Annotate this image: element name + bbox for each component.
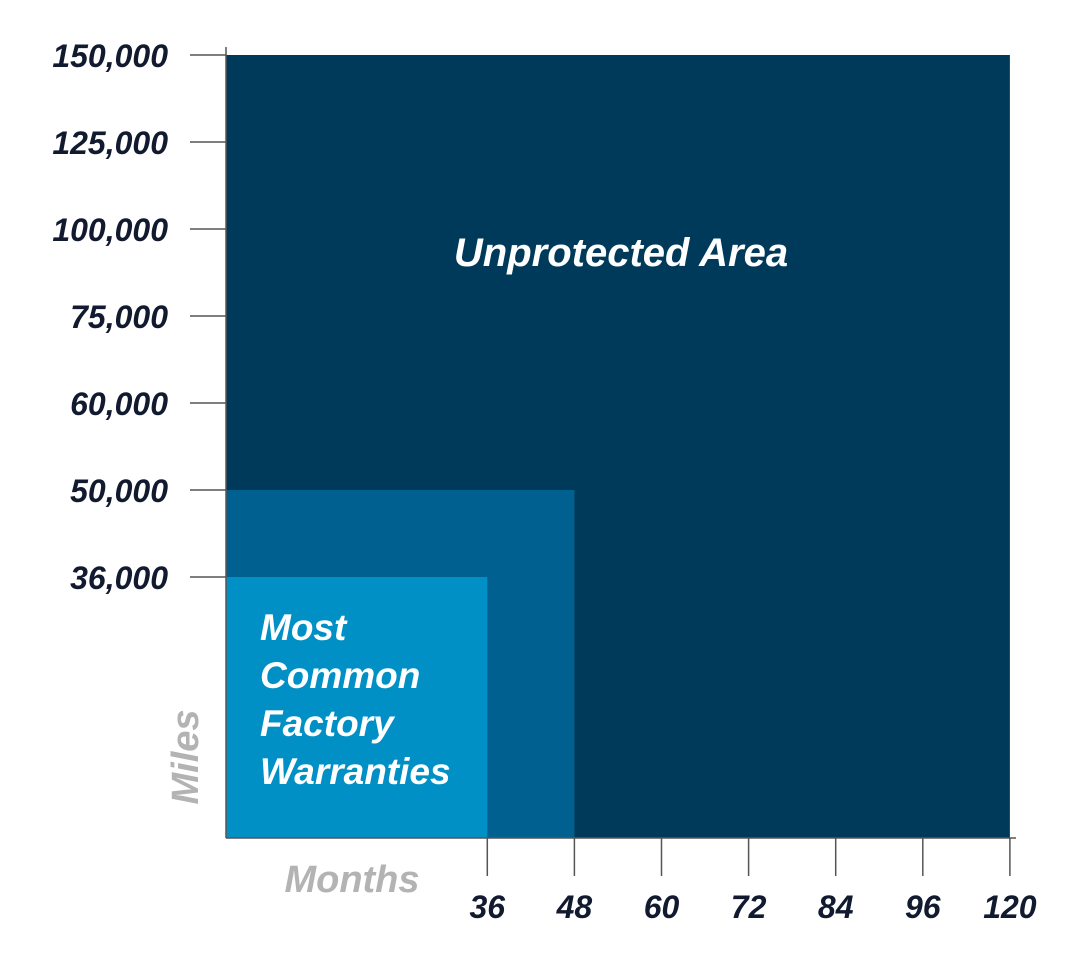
y-tick-label: 100,000 bbox=[52, 212, 168, 248]
x-tick-label: 36 bbox=[470, 889, 506, 925]
coverage-region-2 bbox=[226, 577, 488, 838]
x-tick-label: 120 bbox=[983, 889, 1037, 925]
factory-warranty-label-line: Most bbox=[260, 607, 348, 648]
y-tick-label: 150,000 bbox=[52, 38, 168, 74]
factory-warranty-label-line: Common bbox=[260, 655, 420, 696]
x-axis-title: Months bbox=[284, 859, 419, 901]
factory-warranty-label-line: Factory bbox=[260, 703, 396, 744]
region-labels: Unprotected Area Most Common Factory Warrant… bbox=[260, 231, 788, 792]
axes bbox=[225, 47, 1016, 839]
factory-warranty-label-line: Warranties bbox=[260, 751, 451, 792]
coverage-regions bbox=[226, 55, 1010, 838]
unprotected-area-label: Unprotected Area bbox=[454, 231, 788, 275]
x-tick-label: 96 bbox=[905, 889, 941, 925]
y-tick-label: 50,000 bbox=[70, 473, 168, 509]
x-ticks: 36 48 60 72 84 96 120 bbox=[470, 838, 1037, 925]
y-ticks: 36,000 50,000 60,000 75,000 100,000 125,000 15… bbox=[52, 38, 226, 596]
x-tick-label: 48 bbox=[556, 889, 593, 925]
x-tick-label: 84 bbox=[818, 889, 854, 925]
y-axis-title: Miles bbox=[165, 709, 207, 804]
x-tick-label: 60 bbox=[644, 889, 680, 925]
x-tick-label: 72 bbox=[731, 889, 767, 925]
y-tick-label: 60,000 bbox=[70, 386, 168, 422]
y-tick-label: 75,000 bbox=[70, 299, 168, 335]
y-tick-label: 125,000 bbox=[52, 125, 168, 161]
y-tick-label: 36,000 bbox=[70, 560, 168, 596]
